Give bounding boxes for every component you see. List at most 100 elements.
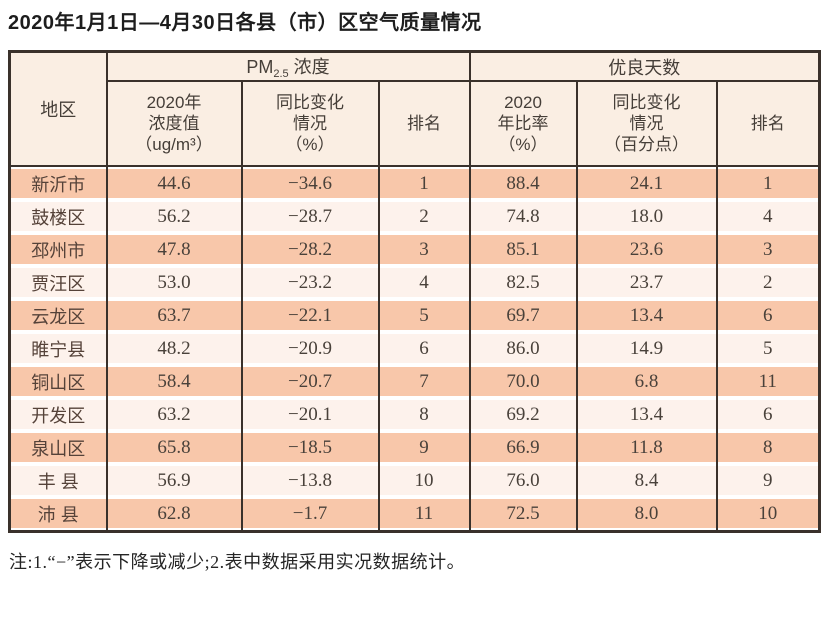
- region-cell: 睢宁县: [8, 332, 108, 365]
- pm-rank-cell: 4: [377, 266, 471, 299]
- good-rate-cell: 70.0: [468, 365, 578, 398]
- good-rate-cell: 76.0: [468, 464, 578, 497]
- good-rate-cell: 72.5: [468, 497, 578, 532]
- good-rate-cell: 69.2: [468, 398, 578, 431]
- table-row: 睢宁县 48.2 −20.9 6 86.0 14.9 5: [8, 332, 821, 365]
- pm-value-header: 2020年 浓度值 （ug/m³）: [105, 80, 243, 167]
- region-cell: 邳州市: [8, 233, 108, 266]
- region-cell: 贾汪区: [8, 266, 108, 299]
- pm-value-cell: 56.9: [105, 464, 243, 497]
- good-rate-header: 2020 年比率 （%）: [468, 80, 578, 167]
- pm-rank-cell: 7: [377, 365, 471, 398]
- good-change-cell: 14.9: [575, 332, 718, 365]
- pm-value-cell: 47.8: [105, 233, 243, 266]
- pm-rank-cell: 5: [377, 299, 471, 332]
- header-line: 2020: [504, 93, 542, 112]
- good-rank-cell: 6: [715, 299, 821, 332]
- good-rate-cell: 69.7: [468, 299, 578, 332]
- header-line: 同比变化: [276, 93, 344, 112]
- table-header: 地区 PM2.5 浓度 优良天数 2020年 浓度值 （ug/m³） 同比变化 …: [8, 50, 821, 167]
- pm-change-cell: −34.6: [240, 166, 380, 200]
- header-line: 2020年: [146, 93, 202, 112]
- good-change-cell: 13.4: [575, 299, 718, 332]
- pm25-label-subscript: 2.5: [273, 68, 289, 80]
- region-cell: 铜山区: [8, 365, 108, 398]
- good-change-cell: 24.1: [575, 166, 718, 200]
- pm-change-header: 同比变化 情况 （%）: [240, 80, 380, 167]
- pm-rank-header: 排名: [377, 80, 471, 167]
- pm-value-cell: 56.2: [105, 200, 243, 233]
- page-title: 2020年1月1日—4月30日各县（市）区空气质量情况: [8, 12, 482, 34]
- table-row: 新沂市 44.6 −34.6 1 88.4 24.1 1: [8, 166, 821, 200]
- header-line: 浓度值: [148, 114, 200, 133]
- good-change-cell: 23.6: [575, 233, 718, 266]
- table-row: 开发区 63.2 −20.1 8 69.2 13.4 6: [8, 398, 821, 431]
- good-change-cell: 8.0: [575, 497, 718, 532]
- good-rank-cell: 8: [715, 431, 821, 464]
- pm-value-cell: 53.0: [105, 266, 243, 299]
- pm-value-cell: 48.2: [105, 332, 243, 365]
- sub-header-row: 2020年 浓度值 （ug/m³） 同比变化 情况 （%） 排名 2020 年比…: [10, 80, 821, 167]
- header-line: 情况: [629, 114, 664, 133]
- pm-rank-cell: 3: [377, 233, 471, 266]
- header-line: 同比变化: [612, 93, 681, 112]
- good-change-cell: 13.4: [575, 398, 718, 431]
- good-change-cell: 8.4: [575, 464, 718, 497]
- good-change-cell: 6.8: [575, 365, 718, 398]
- pm-rank-cell: 11: [377, 497, 471, 532]
- pm-value-cell: 62.8: [105, 497, 243, 532]
- pm25-label-main: PM: [246, 57, 274, 77]
- region-cell: 丰 县: [8, 464, 108, 497]
- table-row: 铜山区 58.4 −20.7 7 70.0 6.8 11: [8, 365, 821, 398]
- good-rank-cell: 1: [715, 166, 821, 200]
- pm-change-cell: −28.7: [240, 200, 380, 233]
- pm-rank-cell: 6: [377, 332, 471, 365]
- header-line: （ug/m³）: [135, 135, 213, 154]
- region-cell: 开发区: [8, 398, 108, 431]
- table-row: 丰 县 56.9 −13.8 10 76.0 8.4 9: [8, 464, 821, 497]
- table-row: 贾汪区 53.0 −23.2 4 82.5 23.7 2: [8, 266, 821, 299]
- region-cell: 新沂市: [8, 166, 108, 200]
- footnote: 注:1.“−”表示下降或减少;2.表中数据采用实况数据统计。: [9, 552, 466, 572]
- pm-rank-cell: 1: [377, 166, 471, 200]
- good-rank-cell: 2: [715, 266, 821, 299]
- table-row: 邳州市 47.8 −28.2 3 85.1 23.6 3: [8, 233, 821, 266]
- pm-rank-cell: 9: [377, 431, 471, 464]
- good-rank-cell: 6: [715, 398, 821, 431]
- pm25-group-header: PM2.5 浓度: [105, 50, 471, 82]
- pm-change-cell: −22.1: [240, 299, 380, 332]
- pm-value-cell: 63.7: [105, 299, 243, 332]
- pm-value-cell: 63.2: [105, 398, 243, 431]
- pm-change-cell: −13.8: [240, 464, 380, 497]
- table-body: 新沂市 44.6 −34.6 1 88.4 24.1 1 鼓楼区 56.2 −28.7 2 74.8 1…: [8, 166, 821, 532]
- region-cell: 泉山区: [8, 431, 108, 464]
- pm-change-cell: −23.2: [240, 266, 380, 299]
- good-rank-cell: 5: [715, 332, 821, 365]
- good-rank-cell: 9: [715, 464, 821, 497]
- air-quality-table: 地区 PM2.5 浓度 优良天数 2020年 浓度值 （ug/m³） 同比变化 …: [8, 50, 822, 533]
- good-rank-header: 排名: [715, 80, 821, 167]
- good-rate-cell: 66.9: [468, 431, 578, 464]
- pm-rank-cell: 10: [377, 464, 471, 497]
- pm25-label-rest: 浓度: [288, 57, 330, 77]
- table-row: 鼓楼区 56.2 −28.7 2 74.8 18.0 4: [8, 200, 821, 233]
- good-change-cell: 23.7: [575, 266, 718, 299]
- pm-change-cell: −20.9: [240, 332, 380, 365]
- pm-change-cell: −20.1: [240, 398, 380, 431]
- good-rate-cell: 74.8: [468, 200, 578, 233]
- region-column-header: 地区: [8, 50, 108, 167]
- good-rate-cell: 88.4: [468, 166, 578, 200]
- good-change-cell: 11.8: [575, 431, 718, 464]
- header-line: （%）: [285, 135, 335, 154]
- header-line: （%）: [498, 135, 548, 154]
- region-cell: 沛 县: [8, 497, 108, 532]
- pm-rank-cell: 8: [377, 398, 471, 431]
- region-cell: 云龙区: [8, 299, 108, 332]
- good-rate-cell: 82.5: [468, 266, 578, 299]
- good-rank-cell: 3: [715, 233, 821, 266]
- pm-change-cell: −1.7: [240, 497, 380, 532]
- good-rate-cell: 85.1: [468, 233, 578, 266]
- table-row: 云龙区 63.7 −22.1 5 69.7 13.4 6: [8, 299, 821, 332]
- good-rank-cell: 4: [715, 200, 821, 233]
